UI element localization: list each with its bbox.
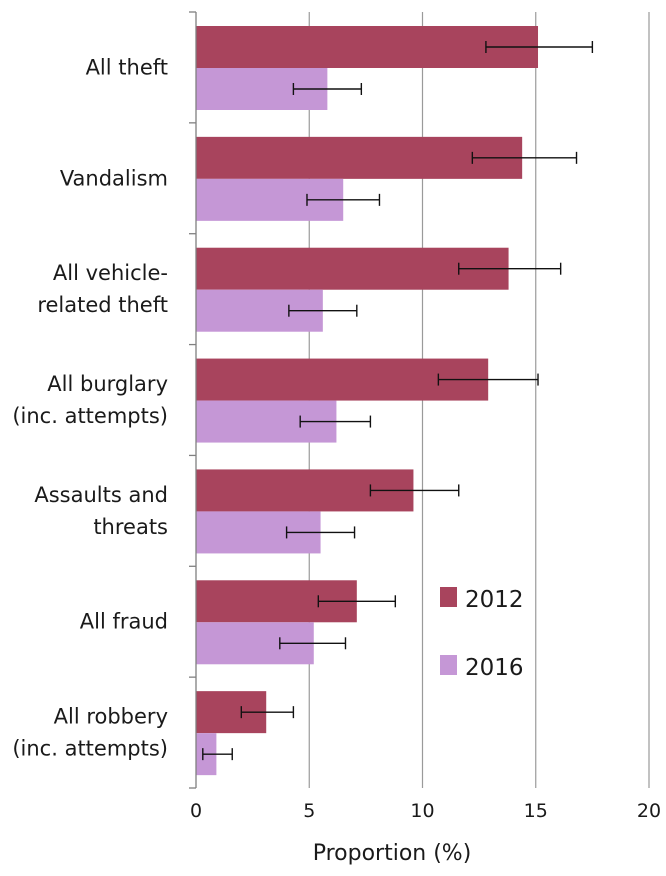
legend: 2012 2016 — [440, 587, 524, 681]
error-bar-2012-1 — [471, 151, 578, 164]
category-label-6-line-1: (inc. attempts) — [12, 737, 168, 761]
error-bar-2016-2 — [288, 304, 358, 317]
category-label-5: All fraud — [80, 610, 168, 634]
bars — [196, 26, 539, 776]
error-bar-2016-3 — [299, 415, 372, 428]
x-axis-title: Proportion (%) — [313, 841, 472, 866]
error-bar-2016-4 — [285, 526, 356, 539]
x-tick-label-0: 0 — [190, 800, 202, 822]
x-tick-label-20: 20 — [637, 800, 661, 822]
category-labels: All theft Vandalism All vehicle-related th… — [12, 55, 168, 760]
error-bar-2012-3 — [437, 373, 539, 386]
error-bar-2016-5 — [279, 637, 347, 650]
error-bars — [202, 41, 594, 761]
category-label-4-line-0: Assaults and — [34, 483, 168, 507]
legend-label-2012: 2012 — [465, 587, 524, 613]
error-bar-2016-0 — [292, 83, 363, 95]
error-bar-2012-0 — [485, 41, 594, 53]
category-label-4-line-1: threats — [93, 515, 168, 539]
x-tick-label-15: 15 — [524, 800, 548, 822]
category-label-0: All theft — [86, 55, 168, 79]
x-tick-label-5: 5 — [303, 800, 315, 822]
bar-2012-0 — [196, 26, 539, 68]
legend-label-2016: 2016 — [465, 655, 524, 681]
error-bar-2012-4 — [369, 484, 460, 497]
legend-swatch-2016 — [440, 655, 457, 675]
error-bar-2012-2 — [458, 262, 562, 275]
error-bar-2016-1 — [306, 193, 381, 206]
bar-2012-2 — [196, 247, 509, 290]
error-bar-2012-6 — [240, 706, 295, 719]
legend-swatch-2012 — [440, 587, 457, 607]
error-bar-2016-6 — [202, 748, 233, 761]
error-bar-2012-5 — [317, 595, 397, 608]
category-label-2-line-1: related theft — [37, 293, 168, 317]
x-tick-labels: 0 5 10 15 20 — [190, 800, 661, 822]
category-label-2-line-0: All vehicle- — [53, 261, 168, 285]
category-label-3-line-1: (inc. attempts) — [12, 404, 168, 428]
axes — [189, 11, 197, 789]
bar-2012-1 — [196, 136, 523, 179]
x-tick-label-10: 10 — [410, 800, 434, 822]
category-label-1: Vandalism — [60, 166, 168, 190]
category-label-3-line-0: All burglary — [47, 372, 168, 396]
category-label-6-line-0: All robbery — [54, 705, 168, 729]
